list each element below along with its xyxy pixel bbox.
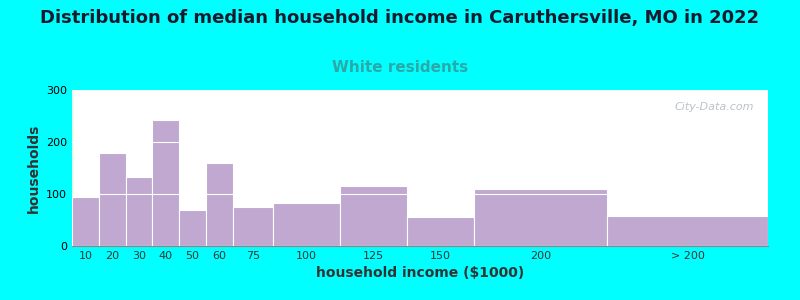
Text: Distribution of median household income in Caruthersville, MO in 2022: Distribution of median household income … [41,9,759,27]
Text: White residents: White residents [332,60,468,75]
Bar [72,196,98,246]
Bar [152,120,179,246]
Text: City-Data.com: City-Data.com [674,103,754,112]
Bar [179,210,206,246]
Bar [474,189,607,246]
Bar [206,163,233,246]
Bar [233,207,273,246]
Bar [98,153,126,246]
Bar [406,218,474,246]
Bar [340,186,406,246]
Y-axis label: households: households [26,123,41,213]
Bar [607,216,768,246]
Bar [126,177,152,246]
Bar [273,203,340,246]
X-axis label: household income ($1000): household income ($1000) [316,266,524,280]
